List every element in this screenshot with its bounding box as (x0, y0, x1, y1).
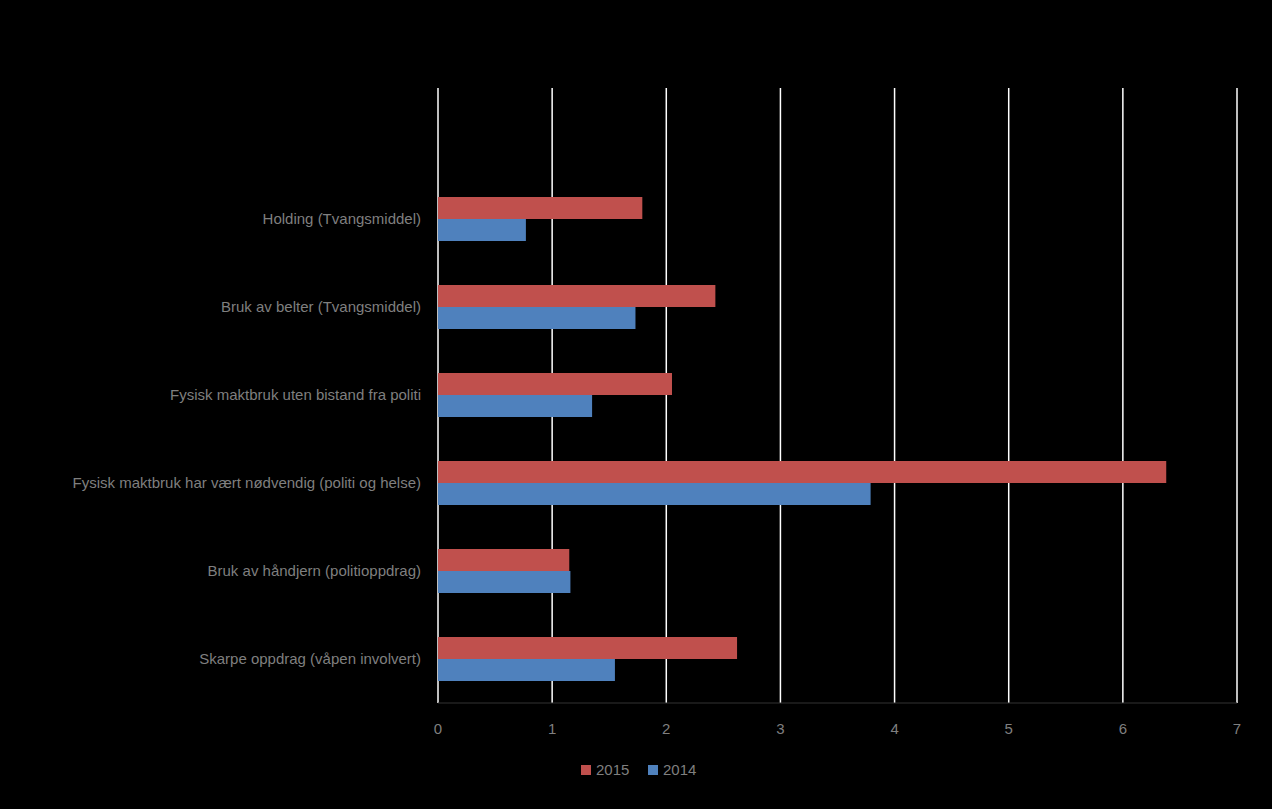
axis-line (438, 703, 1237, 704)
grid-line (1236, 88, 1238, 703)
chart: 0 1 2 3 4 5 6 7 Holding (Tvangsmiddel) Bruk av be… (0, 0, 1272, 809)
tick-label: 4 (890, 720, 898, 737)
legend-swatch (581, 765, 591, 775)
tick-label: 0 (434, 720, 442, 737)
grid-line (780, 88, 782, 703)
grid-line (1122, 88, 1124, 703)
bar (438, 549, 569, 571)
category-label: Skarpe oppdrag (våpen involvert) (199, 650, 421, 667)
bar (438, 285, 715, 307)
legend-swatch (648, 765, 658, 775)
grid-line (666, 88, 668, 703)
legend-label: 2015 (596, 761, 629, 778)
bar (438, 483, 871, 505)
category-label: Bruk av håndjern (politioppdrag) (208, 562, 421, 579)
tick-label: 3 (776, 720, 784, 737)
grid-line (1008, 88, 1010, 703)
tick-label: 5 (1005, 720, 1013, 737)
background (0, 0, 1272, 809)
bar (438, 307, 635, 329)
bar (438, 219, 526, 241)
bar (438, 461, 1166, 483)
grid (438, 88, 1237, 703)
category-label: Holding (Tvangsmiddel) (263, 210, 421, 227)
tick-label: 6 (1119, 720, 1127, 737)
bar (438, 659, 615, 681)
bar (438, 571, 570, 593)
tick-label: 7 (1233, 720, 1241, 737)
grid-line (894, 88, 896, 703)
bar (438, 373, 672, 395)
legend: 2015 2014 (581, 761, 696, 778)
tick-label: 1 (548, 720, 556, 737)
bar (438, 637, 737, 659)
category-label: Fysisk maktbruk uten bistand fra politi (170, 386, 421, 403)
bar (438, 197, 642, 219)
legend-label: 2014 (663, 761, 696, 778)
bars (438, 197, 1166, 681)
category-label: Fysisk maktbruk har vært nødvendig (poli… (73, 474, 421, 491)
bar (438, 395, 592, 417)
tick-label: 2 (662, 720, 670, 737)
category-label: Bruk av belter (Tvangsmiddel) (221, 298, 421, 315)
